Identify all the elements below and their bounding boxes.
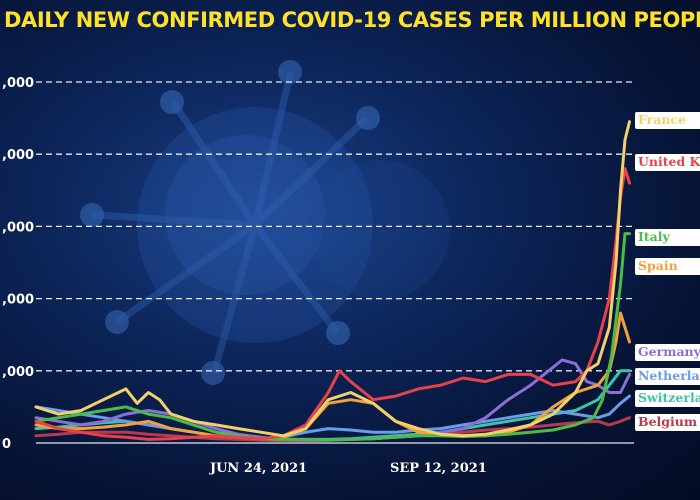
series-label-bg — [635, 154, 700, 171]
series-line-united-kingdom — [34, 167, 631, 441]
series-label-belgium: Belgium — [638, 414, 697, 429]
series-label-italy: Italy — [638, 229, 670, 244]
x-tick-label: JUN 24, 2021 — [209, 461, 307, 476]
series-label-netherlands: Netherlands — [638, 368, 700, 383]
y-tick-label: ,000 — [2, 148, 34, 163]
series-lines — [34, 120, 631, 443]
series-label-bg — [635, 390, 700, 407]
series-label-united-kingdom: United Kingdom — [638, 154, 700, 169]
series-label-spain: Spain — [638, 258, 678, 273]
series-label-bg — [635, 258, 700, 275]
series-label-switzerland: Switzerland — [638, 390, 700, 405]
y-tick-label: 0 — [2, 437, 11, 452]
chart-title: DAILY NEW CONFIRMED COVID-19 CASES PER M… — [4, 8, 700, 32]
series-labels: France United Kingdom Italy Spain Germany Net… — [635, 112, 700, 431]
y-tick-label: ,000 — [2, 76, 34, 91]
series-label-bg — [635, 368, 700, 385]
y-tick-label: ,000 — [2, 293, 34, 308]
y-tick-label: ,000 — [2, 220, 34, 235]
series-label-germany: Germany — [638, 344, 700, 359]
series-line-italy — [34, 232, 631, 442]
series-label-france: France — [638, 112, 686, 127]
x-tick-label: SEP 12, 2021 — [390, 461, 487, 476]
y-tick-label: ,000 — [2, 365, 34, 380]
grid-lines — [36, 81, 634, 444]
virus-background-image — [80, 60, 450, 385]
series-label-bg — [635, 414, 700, 431]
x-axis: JUN 24, 2021 SEP 12, 2021 — [209, 461, 487, 476]
y-axis: 0 ,000 ,000 ,000 ,000 ,000 — [2, 76, 34, 452]
series-label-bg — [635, 112, 700, 129]
series-line-france — [34, 120, 631, 438]
series-label-bg — [635, 229, 700, 246]
series-label-bg — [635, 344, 700, 361]
